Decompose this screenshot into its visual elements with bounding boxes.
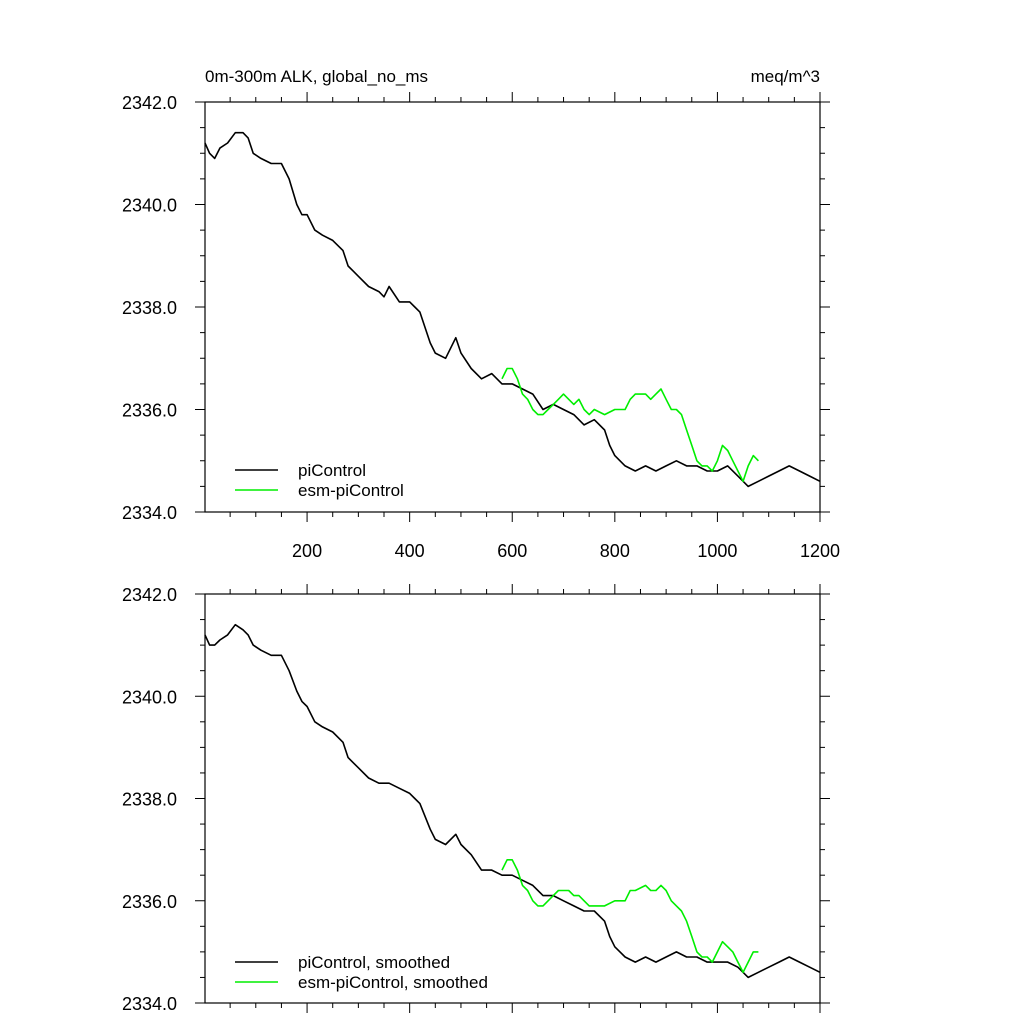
y-tick-label: 2338.0 [122, 298, 177, 318]
x-tick-label: 600 [497, 541, 527, 561]
x-tick-label: 800 [600, 541, 630, 561]
legend-label: piControl, smoothed [298, 953, 450, 972]
chart-title-left: 0m-300m ALK, global_no_ms [205, 67, 428, 86]
x-tick-label: 200 [292, 541, 322, 561]
y-tick-label: 2342.0 [122, 93, 177, 113]
series-line-picontrol [204, 131, 821, 488]
series-line-esm-picontrol [501, 367, 759, 483]
y-tick-label: 2334.0 [122, 503, 177, 523]
bottom-panel-smoothed-time-series: 2334.0 2336.0 2338.0 2340.0 2342.0 piControl,… [122, 584, 830, 1014]
y-tick-label: 2336.0 [122, 401, 177, 421]
y-tick-label: 2340.0 [122, 687, 177, 707]
series-line-esm-picontrol [501, 858, 759, 974]
legend-label: piControl [298, 461, 366, 480]
y-tick-label: 2340.0 [122, 196, 177, 216]
x-tick-label: 1000 [697, 541, 737, 561]
plot-frame [204, 593, 821, 1004]
legend-label: esm-piControl, smoothed [298, 973, 488, 992]
y-tick-label: 2338.0 [122, 790, 177, 810]
y-tick-label: 2342.0 [122, 585, 177, 605]
y-tick-label: 2336.0 [122, 892, 177, 912]
legend-label: esm-piControl [298, 481, 404, 500]
x-tick-label: 1200 [800, 541, 840, 561]
top-panel-time-series: 200 400 600 800 1000 1200 2334.0 2336.0 2338.0 23… [122, 92, 840, 561]
y-tick-label: 2334.0 [122, 994, 177, 1014]
series-line-picontrol [204, 623, 821, 979]
x-tick-label: 400 [395, 541, 425, 561]
chart-title-right-units: meq/m^3 [751, 67, 820, 86]
